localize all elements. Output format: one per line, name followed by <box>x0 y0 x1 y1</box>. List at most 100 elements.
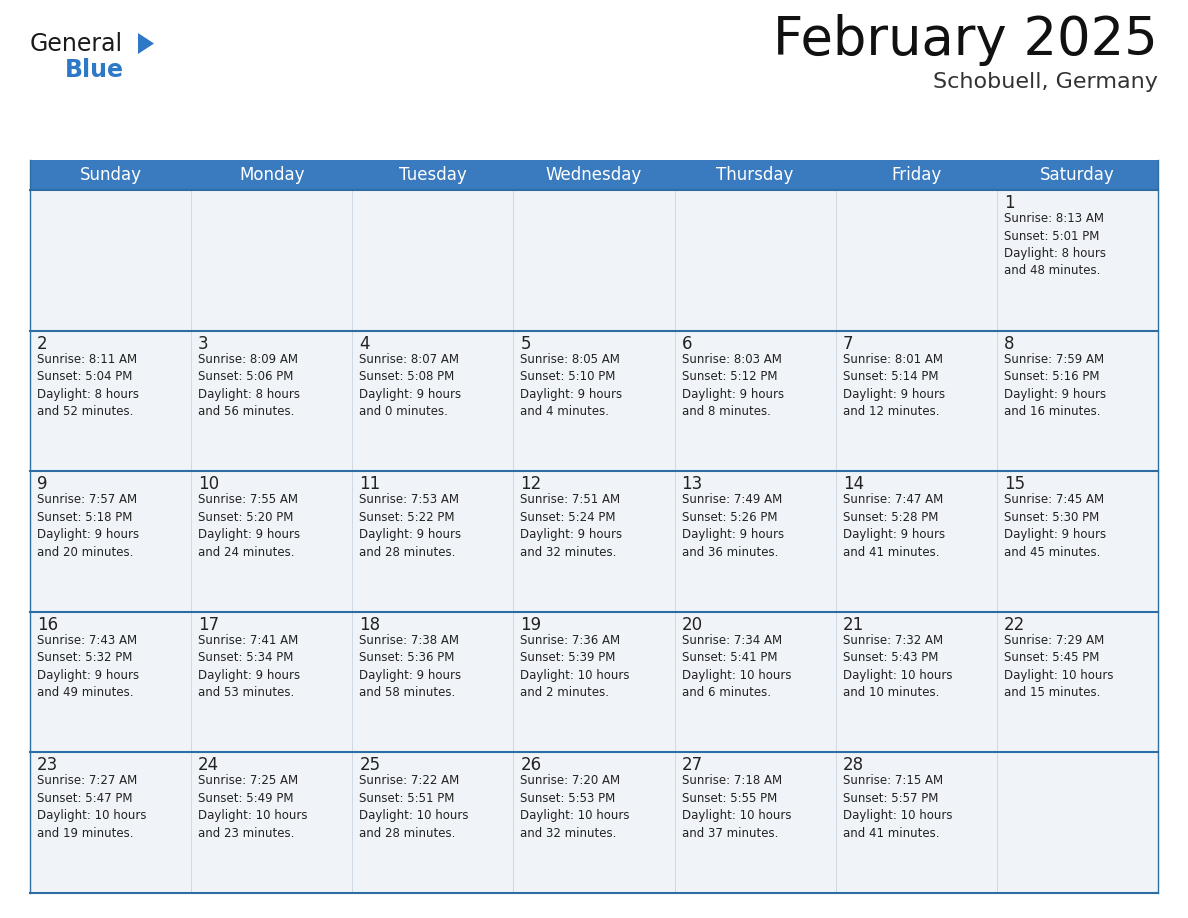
Bar <box>997 330 1158 471</box>
Text: Sunrise: 7:25 AM
Sunset: 5:49 PM
Daylight: 10 hours
and 23 minutes.: Sunrise: 7:25 AM Sunset: 5:49 PM Dayligh… <box>198 775 308 840</box>
Text: Sunrise: 7:45 AM
Sunset: 5:30 PM
Daylight: 9 hours
and 45 minutes.: Sunrise: 7:45 AM Sunset: 5:30 PM Dayligh… <box>1004 493 1106 559</box>
Bar <box>997 471 1158 611</box>
Text: 26: 26 <box>520 756 542 775</box>
Text: 11: 11 <box>359 476 380 493</box>
Text: 14: 14 <box>842 476 864 493</box>
Text: 10: 10 <box>198 476 220 493</box>
Text: Blue: Blue <box>65 58 124 82</box>
Text: 13: 13 <box>682 476 703 493</box>
Text: Sunrise: 8:11 AM
Sunset: 5:04 PM
Daylight: 8 hours
and 52 minutes.: Sunrise: 8:11 AM Sunset: 5:04 PM Dayligh… <box>37 353 139 418</box>
Text: Sunrise: 7:41 AM
Sunset: 5:34 PM
Daylight: 9 hours
and 53 minutes.: Sunrise: 7:41 AM Sunset: 5:34 PM Dayligh… <box>198 633 301 700</box>
Text: Sunrise: 7:49 AM
Sunset: 5:26 PM
Daylight: 9 hours
and 36 minutes.: Sunrise: 7:49 AM Sunset: 5:26 PM Dayligh… <box>682 493 784 559</box>
Bar <box>30 190 191 330</box>
Bar <box>675 190 835 330</box>
Text: Schobuell, Germany: Schobuell, Germany <box>933 72 1158 92</box>
Text: 24: 24 <box>198 756 220 775</box>
Text: Friday: Friday <box>891 166 941 184</box>
Text: Sunrise: 8:03 AM
Sunset: 5:12 PM
Daylight: 9 hours
and 8 minutes.: Sunrise: 8:03 AM Sunset: 5:12 PM Dayligh… <box>682 353 784 418</box>
Text: 2: 2 <box>37 334 48 353</box>
Text: 21: 21 <box>842 616 864 633</box>
Text: Sunrise: 7:32 AM
Sunset: 5:43 PM
Daylight: 10 hours
and 10 minutes.: Sunrise: 7:32 AM Sunset: 5:43 PM Dayligh… <box>842 633 953 700</box>
Text: Saturday: Saturday <box>1040 166 1114 184</box>
Bar <box>513 611 675 753</box>
Text: Sunrise: 7:18 AM
Sunset: 5:55 PM
Daylight: 10 hours
and 37 minutes.: Sunrise: 7:18 AM Sunset: 5:55 PM Dayligh… <box>682 775 791 840</box>
Text: 16: 16 <box>37 616 58 633</box>
Bar <box>675 330 835 471</box>
Text: 7: 7 <box>842 334 853 353</box>
Text: Sunrise: 7:57 AM
Sunset: 5:18 PM
Daylight: 9 hours
and 20 minutes.: Sunrise: 7:57 AM Sunset: 5:18 PM Dayligh… <box>37 493 139 559</box>
Text: Sunrise: 7:22 AM
Sunset: 5:51 PM
Daylight: 10 hours
and 28 minutes.: Sunrise: 7:22 AM Sunset: 5:51 PM Dayligh… <box>359 775 469 840</box>
Text: 6: 6 <box>682 334 693 353</box>
Text: 27: 27 <box>682 756 702 775</box>
Text: Sunrise: 7:29 AM
Sunset: 5:45 PM
Daylight: 10 hours
and 15 minutes.: Sunrise: 7:29 AM Sunset: 5:45 PM Dayligh… <box>1004 633 1113 700</box>
Bar <box>191 471 353 611</box>
Bar <box>30 753 191 893</box>
Text: Sunrise: 8:07 AM
Sunset: 5:08 PM
Daylight: 9 hours
and 0 minutes.: Sunrise: 8:07 AM Sunset: 5:08 PM Dayligh… <box>359 353 461 418</box>
Bar <box>30 471 191 611</box>
Text: February 2025: February 2025 <box>773 14 1158 66</box>
Text: Sunrise: 7:53 AM
Sunset: 5:22 PM
Daylight: 9 hours
and 28 minutes.: Sunrise: 7:53 AM Sunset: 5:22 PM Dayligh… <box>359 493 461 559</box>
Bar <box>353 611 513 753</box>
Text: 18: 18 <box>359 616 380 633</box>
Text: 25: 25 <box>359 756 380 775</box>
Bar <box>353 753 513 893</box>
Bar <box>835 330 997 471</box>
Bar <box>513 753 675 893</box>
Text: 3: 3 <box>198 334 209 353</box>
Text: Sunrise: 7:43 AM
Sunset: 5:32 PM
Daylight: 9 hours
and 49 minutes.: Sunrise: 7:43 AM Sunset: 5:32 PM Dayligh… <box>37 633 139 700</box>
Text: Sunrise: 7:38 AM
Sunset: 5:36 PM
Daylight: 9 hours
and 58 minutes.: Sunrise: 7:38 AM Sunset: 5:36 PM Dayligh… <box>359 633 461 700</box>
Bar <box>30 611 191 753</box>
Text: Sunrise: 8:05 AM
Sunset: 5:10 PM
Daylight: 9 hours
and 4 minutes.: Sunrise: 8:05 AM Sunset: 5:10 PM Dayligh… <box>520 353 623 418</box>
Text: Sunrise: 7:36 AM
Sunset: 5:39 PM
Daylight: 10 hours
and 2 minutes.: Sunrise: 7:36 AM Sunset: 5:39 PM Dayligh… <box>520 633 630 700</box>
Text: 19: 19 <box>520 616 542 633</box>
Text: Sunrise: 7:47 AM
Sunset: 5:28 PM
Daylight: 9 hours
and 41 minutes.: Sunrise: 7:47 AM Sunset: 5:28 PM Dayligh… <box>842 493 944 559</box>
Text: Sunrise: 7:20 AM
Sunset: 5:53 PM
Daylight: 10 hours
and 32 minutes.: Sunrise: 7:20 AM Sunset: 5:53 PM Dayligh… <box>520 775 630 840</box>
Text: 17: 17 <box>198 616 220 633</box>
Text: Tuesday: Tuesday <box>399 166 467 184</box>
Text: Sunday: Sunday <box>80 166 141 184</box>
Text: 5: 5 <box>520 334 531 353</box>
Text: 8: 8 <box>1004 334 1015 353</box>
Text: 22: 22 <box>1004 616 1025 633</box>
Bar <box>353 330 513 471</box>
Bar <box>835 753 997 893</box>
Text: 20: 20 <box>682 616 702 633</box>
Text: Sunrise: 7:15 AM
Sunset: 5:57 PM
Daylight: 10 hours
and 41 minutes.: Sunrise: 7:15 AM Sunset: 5:57 PM Dayligh… <box>842 775 953 840</box>
Bar <box>513 330 675 471</box>
Bar <box>191 330 353 471</box>
Text: Sunrise: 7:59 AM
Sunset: 5:16 PM
Daylight: 9 hours
and 16 minutes.: Sunrise: 7:59 AM Sunset: 5:16 PM Dayligh… <box>1004 353 1106 418</box>
Text: Sunrise: 7:51 AM
Sunset: 5:24 PM
Daylight: 9 hours
and 32 minutes.: Sunrise: 7:51 AM Sunset: 5:24 PM Dayligh… <box>520 493 623 559</box>
Bar <box>997 190 1158 330</box>
Bar <box>997 611 1158 753</box>
Bar <box>675 753 835 893</box>
Bar <box>353 471 513 611</box>
Bar <box>353 190 513 330</box>
Text: Monday: Monday <box>239 166 304 184</box>
Bar <box>191 190 353 330</box>
Bar <box>835 471 997 611</box>
Text: Thursday: Thursday <box>716 166 794 184</box>
Text: 9: 9 <box>37 476 48 493</box>
Text: 15: 15 <box>1004 476 1025 493</box>
Text: 12: 12 <box>520 476 542 493</box>
Text: General: General <box>30 32 124 56</box>
Bar <box>30 160 1158 190</box>
Bar <box>675 471 835 611</box>
Text: 23: 23 <box>37 756 58 775</box>
Text: Sunrise: 8:09 AM
Sunset: 5:06 PM
Daylight: 8 hours
and 56 minutes.: Sunrise: 8:09 AM Sunset: 5:06 PM Dayligh… <box>198 353 301 418</box>
Text: 4: 4 <box>359 334 369 353</box>
Bar <box>513 190 675 330</box>
Text: Sunrise: 8:01 AM
Sunset: 5:14 PM
Daylight: 9 hours
and 12 minutes.: Sunrise: 8:01 AM Sunset: 5:14 PM Dayligh… <box>842 353 944 418</box>
Text: 28: 28 <box>842 756 864 775</box>
Text: Sunrise: 7:55 AM
Sunset: 5:20 PM
Daylight: 9 hours
and 24 minutes.: Sunrise: 7:55 AM Sunset: 5:20 PM Dayligh… <box>198 493 301 559</box>
Bar <box>30 330 191 471</box>
Text: 1: 1 <box>1004 194 1015 212</box>
Text: Wednesday: Wednesday <box>545 166 643 184</box>
Bar <box>675 611 835 753</box>
Text: Sunrise: 8:13 AM
Sunset: 5:01 PM
Daylight: 8 hours
and 48 minutes.: Sunrise: 8:13 AM Sunset: 5:01 PM Dayligh… <box>1004 212 1106 277</box>
Text: Sunrise: 7:27 AM
Sunset: 5:47 PM
Daylight: 10 hours
and 19 minutes.: Sunrise: 7:27 AM Sunset: 5:47 PM Dayligh… <box>37 775 146 840</box>
Bar <box>191 611 353 753</box>
Bar <box>191 753 353 893</box>
Polygon shape <box>138 33 154 54</box>
Bar <box>835 611 997 753</box>
